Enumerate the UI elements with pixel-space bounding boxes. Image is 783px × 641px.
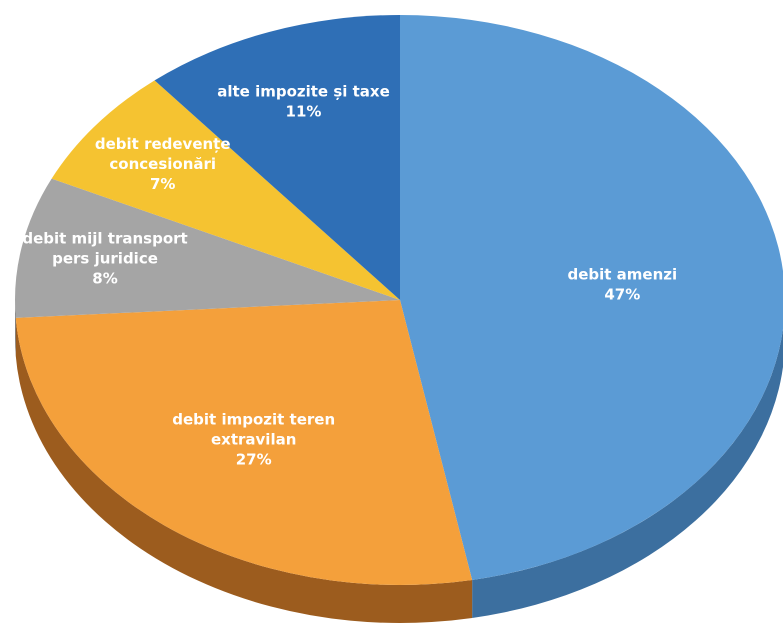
slice-category-label: concesionări	[109, 155, 216, 173]
slice-value-label: 27%	[236, 451, 272, 469]
slice-label-0: debit amenzi 47%	[567, 265, 677, 303]
slice-labels: debit amenzi 47% debit impozit teren extrav…	[22, 83, 677, 469]
slice-value-label: 8%	[92, 269, 117, 287]
slice-category-label: pers juridice	[52, 249, 158, 267]
pie-slice-1	[15, 300, 473, 585]
slice-category-label: alte impozite și taxe	[217, 83, 390, 101]
pie-slice-side-0	[472, 328, 783, 618]
slice-value-label: 47%	[604, 285, 640, 303]
pie-slice-4	[154, 15, 400, 300]
slice-category-label: debit impozit teren	[172, 411, 335, 429]
slice-category-label: debit redevențe	[95, 135, 231, 153]
pie-slice-side-1	[15, 317, 473, 623]
slice-value-label: 7%	[150, 175, 175, 193]
pie-slice-side-2	[15, 300, 16, 356]
slice-label-2: debit mijl transport pers juridice 8%	[22, 229, 187, 287]
pie-slice-2	[14, 178, 400, 318]
slice-category-label: debit amenzi	[567, 265, 677, 283]
pie-3d-sides	[15, 300, 783, 623]
slice-label-3: debit redevențe concesionări 7%	[95, 135, 231, 193]
slice-value-label: 11%	[286, 103, 322, 121]
pie-slice-3	[51, 80, 400, 301]
slice-category-label: extravilan	[211, 431, 296, 449]
slice-label-1: debit impozit teren extravilan 27%	[172, 411, 335, 469]
slice-category-label: debit mijl transport	[22, 229, 187, 247]
pie-slices	[14, 15, 783, 585]
slice-label-4: alte impozite și taxe 11%	[217, 83, 390, 121]
pie-slice-0	[400, 15, 783, 580]
